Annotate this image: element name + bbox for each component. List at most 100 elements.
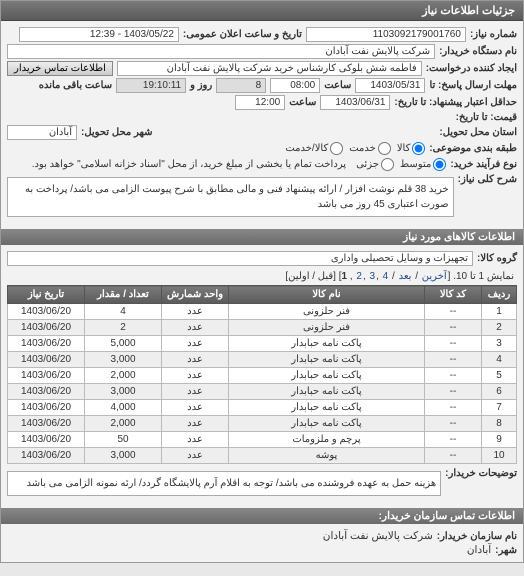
cell: 2 — [482, 320, 517, 336]
cell: 10 — [482, 448, 517, 464]
table-row[interactable]: 9--پرچم و ملزوماتعدد501403/06/20 — [8, 432, 517, 448]
cell: -- — [425, 320, 482, 336]
city2-label: شهر: — [495, 545, 517, 556]
table-row[interactable]: 3--پاکت نامه حبابدارعدد5,0001403/06/20 — [8, 336, 517, 352]
goods-panel: گروه کالا: تجهیزات و وسایل تحصیلی واداری… — [1, 245, 523, 505]
cell: -- — [425, 400, 482, 416]
announce-label: تاریخ و ساعت اعلان عمومی: — [183, 29, 302, 40]
budget-option[interactable]: کالا/خدمت — [285, 142, 343, 155]
cell: عدد — [162, 320, 229, 336]
group-label: گروه کالا: — [477, 253, 517, 264]
cell: پاکت نامه حبابدار — [229, 352, 425, 368]
col-header: کد کالا — [425, 286, 482, 304]
cell: 1403/06/20 — [8, 304, 85, 320]
table-row[interactable]: 7--پاکت نامه حبابدارعدد4,0001403/06/20 — [8, 400, 517, 416]
cell: 1403/06/20 — [8, 432, 85, 448]
cell: 1403/06/20 — [8, 336, 85, 352]
cell: پاکت نامه حبابدار — [229, 384, 425, 400]
buyer-value: شرکت پالایش نفت آبادان — [7, 44, 435, 59]
buyer-notes-value: هزینه حمل به عهده فروشنده می باشد/ توجه … — [7, 471, 441, 496]
cell: -- — [425, 432, 482, 448]
cell: 50 — [85, 432, 162, 448]
col-header: نام کالا — [229, 286, 425, 304]
pager-link[interactable]: آخرین — [422, 271, 447, 282]
budget-option[interactable]: کالا — [397, 142, 426, 155]
pager-link[interactable]: 3 — [370, 271, 376, 282]
cell: 3,000 — [85, 352, 162, 368]
cell: 6 — [482, 384, 517, 400]
pay-radio[interactable] — [433, 158, 446, 171]
panel-header-main: جزئیات اطلاعات نیاز — [1, 1, 523, 21]
budget-label: طبقه بندی موضوعی: — [429, 143, 517, 154]
city2-value: آبادان — [467, 544, 491, 556]
details-panel: شماره نیاز: 1103092179001760 تاریخ و ساع… — [1, 21, 523, 226]
contact-button[interactable]: اطلاعات تماس خریدار — [7, 61, 113, 76]
panel-header-goods: اطلاعات کالاهای مورد نیاز — [1, 229, 523, 245]
col-header: تعداد / مقدار — [85, 286, 162, 304]
cell: 1403/06/20 — [8, 384, 85, 400]
valid-time: 12:00 — [235, 95, 285, 110]
buyer-notes-label: توضیحات خریدار: — [445, 468, 517, 479]
cell: -- — [425, 448, 482, 464]
table-row[interactable]: 8--پاکت نامه حبابدارعدد2,0001403/06/20 — [8, 416, 517, 432]
group-value: تجهیزات و وسایل تحصیلی واداری — [7, 251, 473, 266]
table-row[interactable]: 1--فنر حلزونیعدد41403/06/20 — [8, 304, 517, 320]
valid-date: 1403/06/31 — [320, 95, 390, 110]
pager-link[interactable]: 4 — [383, 271, 389, 282]
pager-link[interactable]: بعد — [399, 271, 412, 282]
table-row[interactable]: 5--پاکت نامه حبابدارعدد2,0001403/06/20 — [8, 368, 517, 384]
cell: پوشه — [229, 448, 425, 464]
cell: عدد — [162, 336, 229, 352]
cell: عدد — [162, 368, 229, 384]
budget-radio[interactable] — [412, 142, 425, 155]
cell: عدد — [162, 400, 229, 416]
valid-label: حداقل اعتبار پیشنهاد: تا تاریخ: — [394, 97, 517, 108]
deadline-label: مهلت ارسال پاسخ: تا — [429, 80, 517, 91]
table-row[interactable]: 4--پاکت نامه حبابدارعدد3,0001403/06/20 — [8, 352, 517, 368]
remain-days-label: روز و — [190, 80, 212, 91]
pager-text-b: [قبل / اولین] — [285, 271, 336, 282]
budget-option[interactable]: خدمت — [349, 142, 391, 155]
cell: 1403/06/20 — [8, 400, 85, 416]
pay-option[interactable]: جزئی — [356, 158, 394, 171]
pay-note: پرداخت تمام یا بخشی از مبلغ خرید، از محل… — [26, 157, 352, 172]
budget-label: کالا — [397, 143, 411, 154]
cell: 4,000 — [85, 400, 162, 416]
desc-label: شرح کلی نیاز: — [458, 174, 517, 185]
org-label: نام سازمان خریدار: — [437, 531, 517, 542]
cell: -- — [425, 368, 482, 384]
budget-radio-group: کالا خدمت کالا/خدمت — [285, 142, 425, 155]
pay-label: جزئی — [356, 159, 379, 170]
cell: 1403/06/20 — [8, 368, 85, 384]
req-no-label: شماره نیاز: — [470, 29, 517, 40]
req-no-value: 1103092179001760 — [306, 27, 466, 42]
cell: 9 — [482, 432, 517, 448]
budget-radio[interactable] — [330, 142, 343, 155]
cell: پاکت نامه حبابدار — [229, 416, 425, 432]
cell: 2 — [85, 320, 162, 336]
remain-time: 19:10:11 — [116, 78, 186, 93]
cell: عدد — [162, 432, 229, 448]
cell: 5 — [482, 368, 517, 384]
budget-label: خدمت — [349, 143, 376, 154]
desc-value: خرید 38 قلم نوشت افزار / ارائه پیشنهاد ف… — [7, 177, 454, 217]
table-row[interactable]: 6--پاکت نامه حبابدارعدد3,0001403/06/20 — [8, 384, 517, 400]
remain-label: ساعت باقی مانده — [39, 80, 112, 91]
pay-radio-group: متوسط جزئی — [356, 158, 446, 171]
announce-value: 1403/05/22 - 12:39 — [19, 27, 179, 42]
pay-radio[interactable] — [381, 158, 394, 171]
cell: 1403/06/20 — [8, 320, 85, 336]
table-row[interactable]: 10--پوشهعدد3,0001403/06/20 — [8, 448, 517, 464]
table-row[interactable]: 2--فنر حلزونیعدد21403/06/20 — [8, 320, 517, 336]
cell: -- — [425, 416, 482, 432]
pager-text-a: نمایش 1 تا 10. — [453, 271, 514, 282]
budget-label: کالا/خدمت — [285, 143, 328, 154]
col-header: واحد شمارش — [162, 286, 229, 304]
price-label: قیمت: تا تاریخ: — [456, 112, 517, 123]
cell: 3,000 — [85, 384, 162, 400]
pager-link[interactable]: 2 — [356, 271, 362, 282]
budget-radio[interactable] — [378, 142, 391, 155]
pay-option[interactable]: متوسط — [400, 158, 446, 171]
cell: عدد — [162, 448, 229, 464]
deadline-time: 08:00 — [270, 78, 320, 93]
